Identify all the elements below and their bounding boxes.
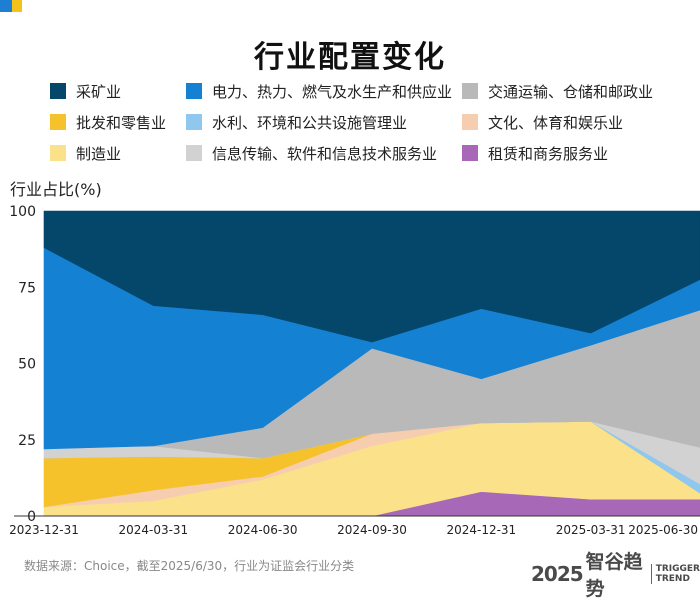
brand-year: 2025 [531,562,584,586]
x-tick-label: 2023-12-31 [9,523,79,537]
legend-label: 批发和零售业 [76,113,167,132]
legend-label: 信息传输、软件和信息技术服务业 [212,144,438,163]
y-axis-title: 行业占比(%) [10,180,102,199]
y-tick-label: 75 [18,280,36,296]
legend-item: 制造业 [50,142,186,164]
brand-sub-line-1: TRIGGER [655,564,700,574]
legend-swatch [186,145,202,161]
legend-item: 电力、热力、燃气及水生产和供应业 [186,80,462,102]
legend-item: 交通运输、仓储和邮政业 [462,80,692,102]
data-source-note: 数据来源：Choice，截至2025/6/30，行业为证监会行业分类 [24,559,355,573]
legend-label: 租赁和商务服务业 [488,144,609,163]
brand-sub-line-2: TREND [655,574,690,584]
brand-corner-mark [0,0,22,12]
legend-label: 制造业 [76,144,122,163]
stacked-area-chart: 0 25 50 75 100 2023-12-31 2024-03-31 2024-06-30… [9,204,700,537]
legend-swatch [186,83,202,99]
brand-subtitle: TRIGGER TREND [650,564,700,584]
brand-name: 智谷趋势 [585,551,643,600]
legend-item: 批发和零售业 [50,111,186,133]
legend-item: 水利、环境和公共设施管理业 [186,111,462,133]
legend-swatch [186,114,202,130]
legend-item: 租赁和商务服务业 [462,142,692,164]
x-tick-label: 2024-06-30 [228,523,298,537]
legend-item: 采矿业 [50,80,186,102]
chart-legend: 采矿业 电力、热力、燃气及水生产和供应业 交通运输、仓储和邮政业批发和零售业 水利、环… [50,80,690,164]
legend-label: 文化、体育和娱乐业 [488,113,624,132]
area-series-8 [43,210,700,343]
x-tick-label: 2025-06-30 [628,523,698,537]
brand-logo: 2025 智谷趋势 TRIGGER TREND [531,547,700,601]
y-tick-label: 100 [9,204,36,220]
y-tick-label: 25 [18,433,36,449]
x-tick-label: 2024-03-31 [118,523,188,537]
chart-title: 行业配置变化 [254,40,446,75]
legend-label: 水利、环境和公共设施管理业 [212,113,408,132]
legend-label: 交通运输、仓储和邮政业 [488,82,654,101]
x-tick-label: 2025-03-31 [556,523,626,537]
x-tick-label: 2024-09-30 [337,523,407,537]
legend-swatch [462,83,478,99]
legend-swatch [50,145,66,161]
x-tick-label: 2024-12-31 [446,523,516,537]
y-tick-label: 50 [18,357,36,373]
legend-label: 采矿业 [76,82,122,101]
legend-label: 电力、热力、燃气及水生产和供应业 [212,82,453,101]
legend-swatch [462,145,478,161]
y-tick-label: 0 [27,509,36,525]
legend-swatch [50,83,66,99]
legend-item: 信息传输、软件和信息技术服务业 [186,142,462,164]
legend-swatch [462,114,478,130]
legend-swatch [50,114,66,130]
legend-item: 文化、体育和娱乐业 [462,111,692,133]
